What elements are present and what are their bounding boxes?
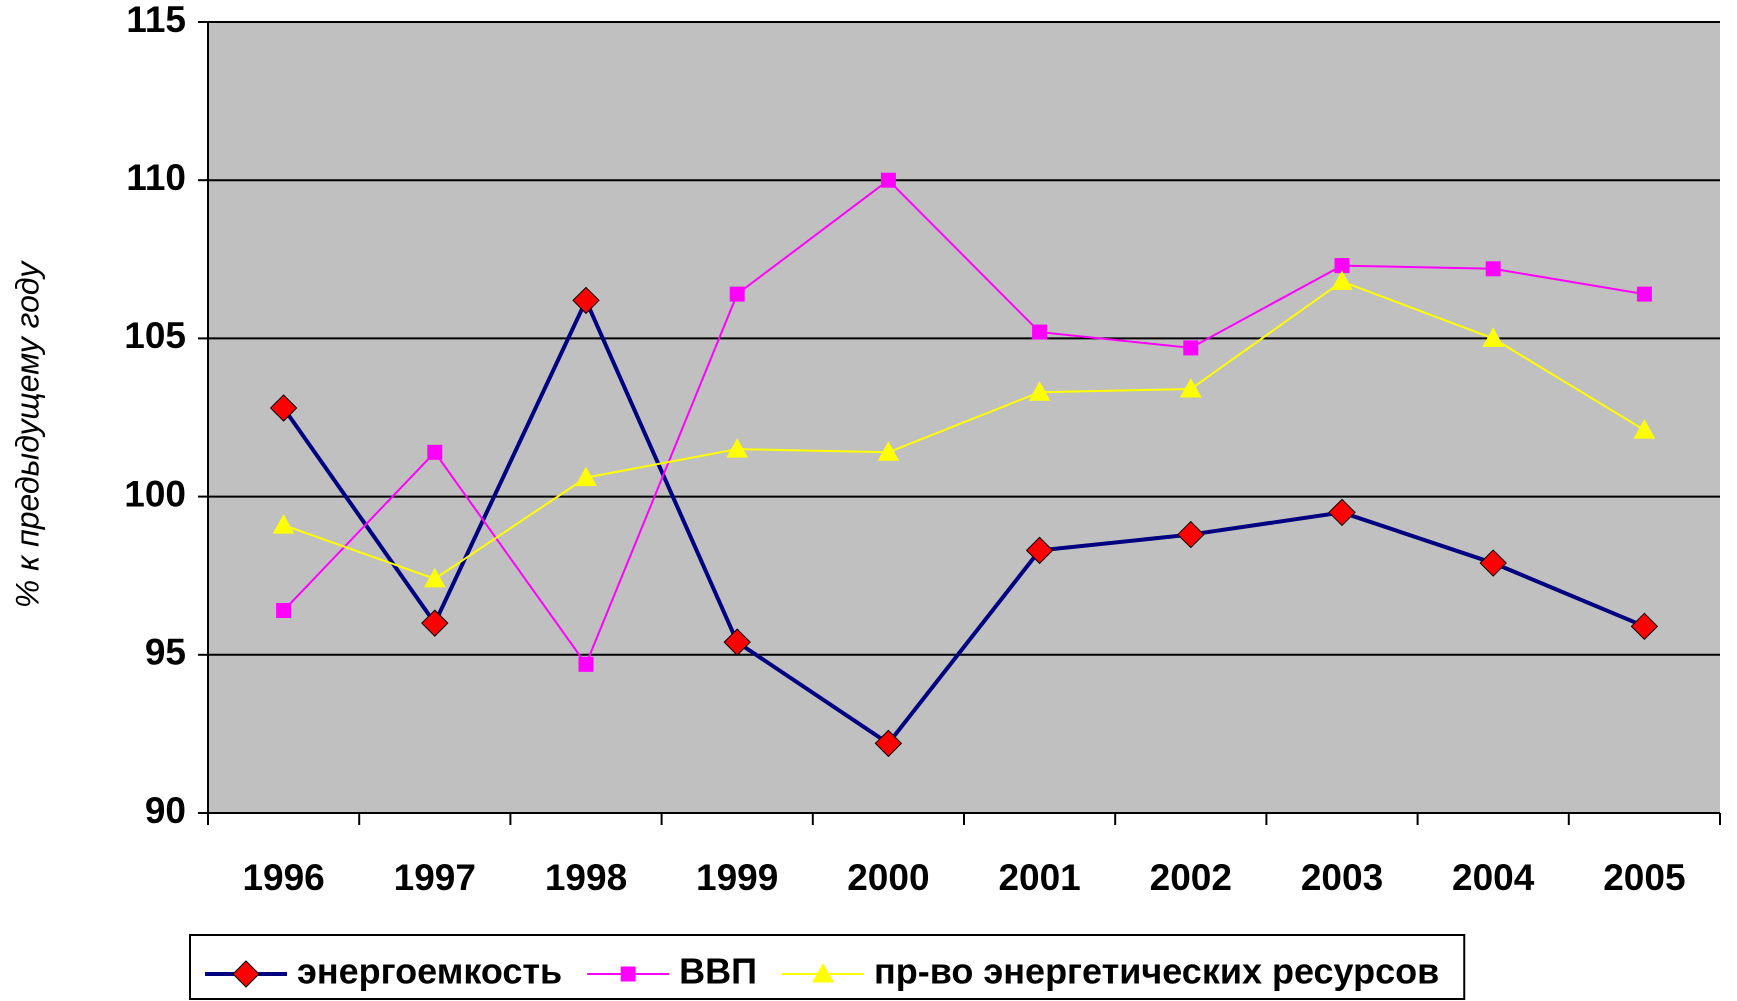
y-tick-label: 95 [145,632,186,673]
series-line [281,295,1646,747]
marker [578,656,594,672]
marker [1025,536,1054,565]
marker [572,286,600,315]
x-tick-label: 2001 [998,857,1080,898]
legend: энергоемкость ВВП пр-во энергетических рес… [189,934,1466,1000]
marker [276,603,292,619]
marker [421,609,449,637]
marker [1482,327,1505,347]
marker [812,962,834,983]
marker [1485,261,1501,277]
marker [1183,340,1199,356]
y-tick-label: 100 [124,473,186,514]
y-tick-label: 90 [145,790,186,831]
marker [232,960,260,988]
marker [1633,419,1656,439]
marker [423,567,446,588]
marker [1032,324,1048,340]
marker [427,444,443,460]
marker [269,394,298,422]
marker [1177,520,1205,549]
x-tick-label: 1996 [242,857,324,898]
series-line [283,280,1645,580]
marker [877,441,900,461]
legend-box [189,934,1466,1000]
legend-label: пр-во энергетических ресурсов [874,951,1439,992]
series-line [282,178,1645,667]
marker [1636,286,1652,302]
marker [1028,381,1051,401]
marker [723,628,751,656]
marker [1328,498,1356,527]
x-tick-label: 1997 [394,857,476,898]
x-tick-label: 2004 [1452,857,1535,898]
plot-area [208,22,1720,813]
x-tick-label: 1998 [545,857,627,898]
marker [729,286,745,302]
marker [1630,612,1659,641]
y-tick-label: 105 [124,315,186,356]
marker [880,172,896,188]
y-axis-label: % к предыдущему году [9,260,45,608]
y-tick-label: 110 [126,157,186,198]
legend-label: энергоемкость [297,951,562,992]
marker [726,438,749,458]
marker [272,514,295,534]
y-tick-label: 115 [126,0,186,40]
x-tick-label: 1999 [696,857,778,898]
marker [1331,270,1353,290]
marker [1479,549,1507,577]
x-tick-label: 2000 [847,857,929,898]
marker [620,966,636,982]
x-tick-label: 2002 [1150,857,1232,898]
marker [575,466,597,487]
x-tick-label: 2005 [1603,857,1685,898]
marker [1179,377,1202,398]
marker [874,729,903,758]
legend-label: ВВП [679,951,757,992]
x-tick-label: 2003 [1301,857,1383,898]
